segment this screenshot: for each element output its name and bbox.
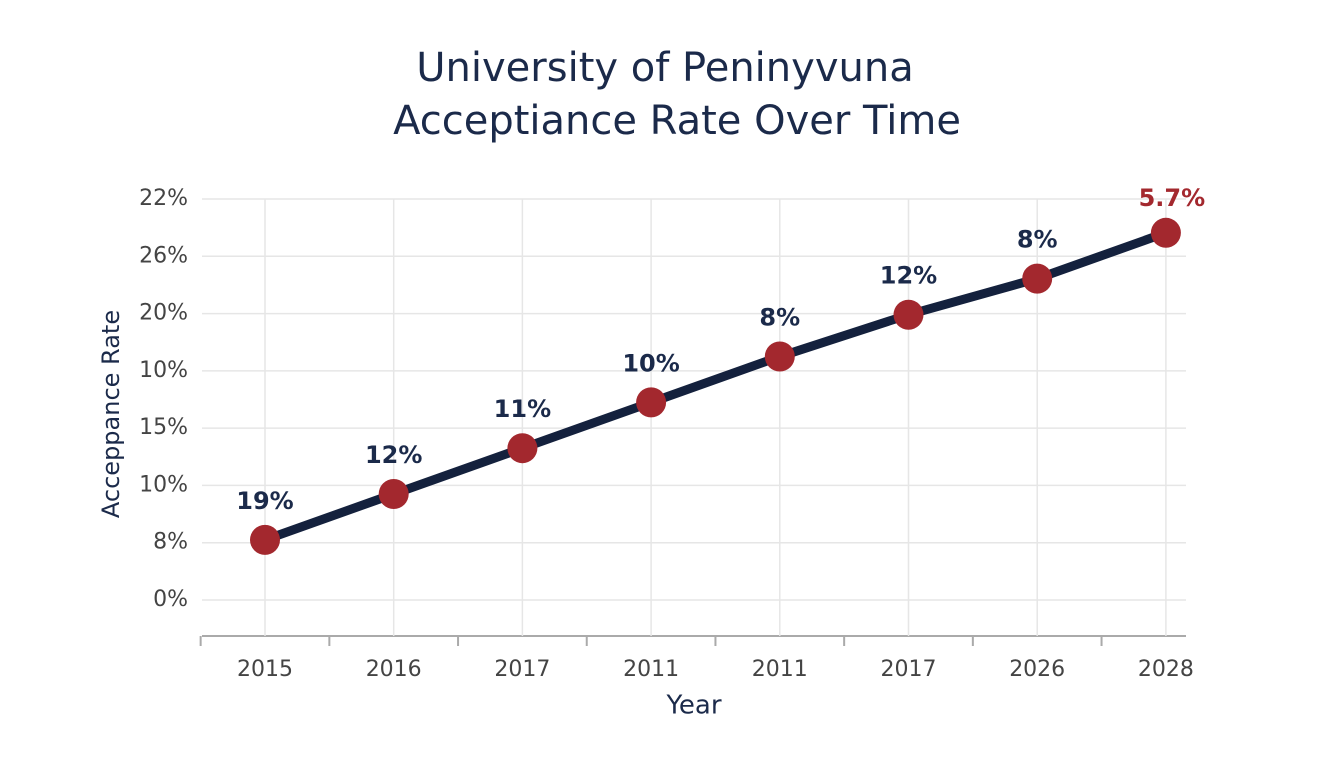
data-point xyxy=(378,479,409,510)
chart-title: University of Peninyvuna xyxy=(416,45,913,91)
data-point xyxy=(636,387,667,418)
data-label: 8% xyxy=(759,304,800,332)
x-tick-label: 2028 xyxy=(1138,657,1194,682)
y-tick-label: 20% xyxy=(139,301,188,326)
data-label: 19% xyxy=(236,487,293,515)
x-tick-label: 2017 xyxy=(881,657,937,682)
y-tick-label: 10% xyxy=(139,472,188,497)
data-point xyxy=(893,299,924,330)
x-tick-label: 2015 xyxy=(237,657,293,682)
x-tick-label: 2026 xyxy=(1009,657,1065,682)
x-tick-label: 2011 xyxy=(623,657,679,682)
y-tick-label: 10% xyxy=(139,358,188,383)
data-label: 12% xyxy=(880,262,937,290)
y-axis-label: Acceppance Rate xyxy=(97,310,125,518)
series-line xyxy=(263,228,1168,545)
y-tick-label: 15% xyxy=(139,415,188,440)
data-label: 5.7% xyxy=(1139,184,1206,212)
data-label: 10% xyxy=(622,349,679,377)
data-label: 8% xyxy=(1017,226,1058,254)
x-tick-label: 2017 xyxy=(494,657,550,682)
y-tick-label: 8% xyxy=(153,530,188,555)
data-point xyxy=(764,341,795,372)
data-point xyxy=(1022,263,1053,294)
x-tick-label: 2011 xyxy=(752,657,808,682)
y-tick-label: 22% xyxy=(139,186,188,211)
x-tick-label: 2016 xyxy=(366,657,422,682)
y-tick-label: 26% xyxy=(139,243,188,268)
data-point xyxy=(250,524,280,555)
y-tick-label: 0% xyxy=(153,587,188,612)
data-point xyxy=(507,433,538,464)
chart-title: Acceptiance Rate Over Time xyxy=(393,98,961,144)
data-label: 12% xyxy=(365,441,422,469)
x-axis-label: Year xyxy=(665,691,721,721)
data-point xyxy=(1150,217,1181,248)
data-label: 11% xyxy=(494,395,551,423)
